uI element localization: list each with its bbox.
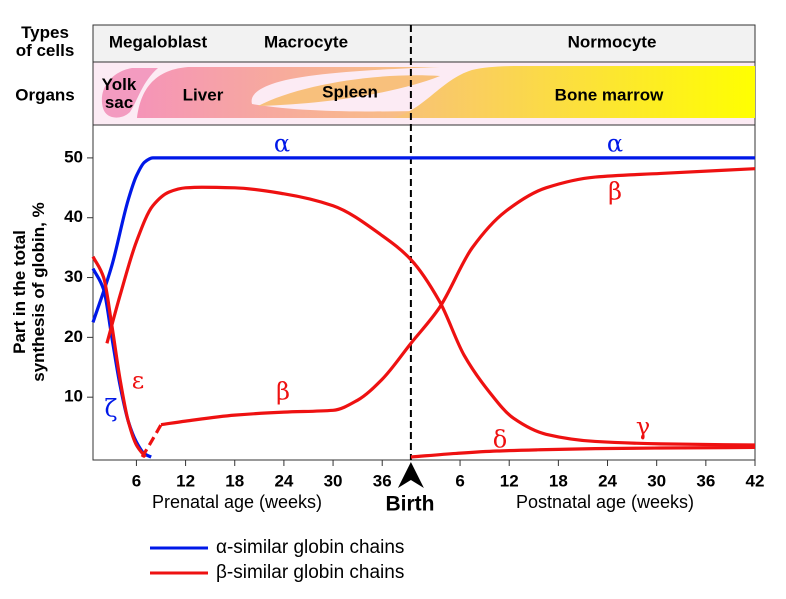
- legend-label: α-similar globin chains: [216, 537, 404, 558]
- cell-type: Megaloblast: [109, 32, 208, 51]
- cell-type-band: [92, 24, 756, 63]
- series-label: δ: [493, 426, 507, 454]
- x-tick-label: 24: [598, 471, 617, 490]
- series-label: α: [274, 130, 290, 158]
- organ-line: Yolk: [102, 75, 137, 94]
- x-tick-label: 12: [500, 471, 519, 490]
- spleen-shape: [258, 75, 440, 106]
- x-tick-label: 42: [746, 471, 765, 490]
- x-axis-label: Postnatal age (weeks): [516, 492, 694, 512]
- series-label: ε: [132, 367, 144, 395]
- x-tick-label: 18: [549, 471, 568, 490]
- x-tick-label: 36: [696, 471, 715, 490]
- series-line: [91, 255, 147, 458]
- label-line: Part in the total: [10, 230, 29, 354]
- birth-arrow: [397, 462, 424, 488]
- x-tick-label: 30: [324, 471, 343, 490]
- y-tick-label: 10: [64, 387, 83, 406]
- organ-label: Bone marrow: [555, 85, 664, 104]
- title-line: Types: [21, 23, 69, 42]
- liver-shape: [137, 67, 440, 118]
- series-label: α: [607, 130, 623, 158]
- x-tick-label: 18: [225, 471, 244, 490]
- cell-type: Normocyte: [568, 32, 657, 51]
- x-tick-label: 6: [455, 471, 464, 490]
- x-tick-label: 6: [132, 471, 141, 490]
- series-line: [105, 185, 756, 447]
- cell-types-title: Types of cells: [16, 23, 75, 60]
- y-tick-label: 50: [64, 147, 83, 166]
- series-line: [91, 156, 755, 323]
- label-line: synthesis of globin, %: [29, 202, 48, 381]
- organ-label: Yolk sac: [102, 75, 137, 112]
- series-line: [410, 445, 756, 459]
- legend-label: β-similar globin chains: [216, 562, 404, 583]
- x-tick-label: 24: [274, 471, 293, 490]
- series-label: β: [276, 378, 290, 406]
- organ-line: sac: [105, 93, 133, 112]
- bone-marrow-shape: [392, 66, 755, 118]
- title-line: of cells: [16, 41, 75, 60]
- cell-type: Macrocyte: [264, 32, 348, 51]
- series-label: β: [608, 178, 622, 206]
- x-tick-label: 36: [373, 471, 392, 490]
- y-axis-label: Part in the totalsynthesis of globin, %: [10, 202, 48, 381]
- organ-label: Liver: [183, 85, 224, 104]
- x-tick-label: 12: [176, 471, 195, 490]
- y-tick-label: 40: [64, 207, 83, 226]
- organs-title: Organs: [15, 85, 75, 104]
- yolk-sac-shape: [101, 68, 158, 118]
- organ-label: Spleen: [322, 82, 378, 101]
- series-line: [140, 423, 163, 458]
- series-label: ζ: [104, 395, 117, 423]
- birth-label: Birth: [386, 493, 435, 516]
- y-tick-label: 30: [64, 267, 83, 286]
- series-label: γ: [636, 413, 650, 441]
- plot-frame: [92, 124, 756, 461]
- y-tick-label: 20: [64, 327, 83, 346]
- x-tick-label: 30: [647, 471, 666, 490]
- x-axis-label: Prenatal age (weeks): [152, 492, 322, 512]
- series-line: [160, 167, 756, 427]
